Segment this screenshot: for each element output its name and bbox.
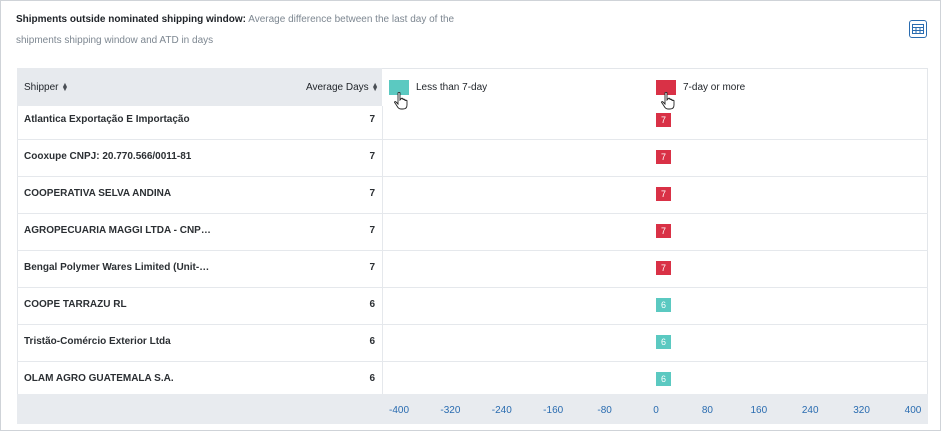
average-days-value: 6: [369, 336, 375, 347]
average-days-value: 7: [369, 151, 375, 162]
shipper-name: COOPE TARRAZU RL: [24, 299, 127, 310]
table-grid-icon: [912, 24, 924, 34]
shipper-column-label: Shipper: [24, 82, 59, 93]
chart-title-rest: Average difference between the last day …: [246, 14, 455, 25]
shipper-name: Cooxupe CNPJ: 20.770.566/0011-81: [24, 151, 192, 162]
chart-table: [17, 68, 928, 424]
average-days-value: 6: [369, 373, 375, 384]
legend-swatch-less-than-7: [389, 80, 409, 95]
x-tick-label: -400: [388, 405, 410, 416]
chart-bar[interactable]: 7: [656, 187, 671, 201]
shipper-name: AGROPECUARIA MAGGI LTDA - CNP…: [24, 225, 211, 236]
sort-icon[interactable]: ▲ ▼: [61, 82, 69, 93]
chart-title-bold: Shipments outside nominated shipping win…: [16, 14, 246, 25]
row-divider: [17, 361, 928, 362]
shipper-name: OLAM AGRO GUATEMALA S.A.: [24, 373, 174, 384]
legend-swatch-7-or-more: [656, 80, 676, 95]
legend-label-7-or-more: 7-day or more: [683, 82, 746, 93]
x-tick-label: -80: [597, 405, 612, 416]
column-divider: [382, 106, 383, 394]
row-divider: [17, 324, 928, 325]
x-tick-label: 240: [801, 405, 819, 416]
table-header: [17, 68, 382, 106]
x-tick-label: -320: [440, 405, 461, 416]
row-divider: [17, 250, 928, 251]
chart-bar[interactable]: 6: [656, 335, 671, 349]
chart-title: Shipments outside nominated shipping win…: [16, 14, 454, 26]
average-days-value: 7: [369, 262, 375, 273]
average-days-value: 7: [369, 188, 375, 199]
chart-subtitle: shipments shipping window and ATD in day…: [16, 35, 214, 46]
chart-bar[interactable]: 6: [656, 298, 671, 312]
row-divider: [17, 139, 928, 140]
shipper-name: Tristão-Comércio Exterior Ltda: [24, 336, 171, 347]
legend-label-less-than-7: Less than 7-day: [416, 82, 488, 93]
shipper-column-header[interactable]: Shipper ▲ ▼: [24, 82, 69, 94]
chart-bar[interactable]: 6: [656, 372, 671, 386]
shipper-name: Atlantica Exportação E Importação: [24, 114, 190, 125]
chart-bar[interactable]: 7: [656, 113, 671, 127]
legend-item-less-than-7[interactable]: Less than 7-day: [389, 80, 487, 95]
shipper-name: Bengal Polymer Wares Limited (Unit-…: [24, 262, 210, 273]
legend-item-7-or-more[interactable]: 7-day or more: [656, 80, 745, 95]
average-days-value: 7: [369, 225, 375, 236]
row-divider: [17, 287, 928, 288]
chart-bar[interactable]: 7: [656, 261, 671, 275]
shipper-name: COOPERATIVA SELVA ANDINA: [24, 188, 172, 199]
table-view-button[interactable]: [909, 20, 927, 38]
row-divider: [17, 176, 928, 177]
x-tick-label: 80: [701, 405, 713, 416]
x-tick-label: -240: [491, 405, 512, 416]
sort-icon[interactable]: ▲ ▼: [371, 82, 379, 93]
x-tick-label: 0: [653, 405, 659, 416]
x-tick-label: 400: [904, 405, 922, 416]
average-days-value: 7: [369, 114, 375, 125]
average-days-column-label: Average Days: [306, 82, 369, 93]
x-tick-label: 320: [853, 405, 870, 416]
average-days-value: 6: [369, 299, 375, 310]
x-tick-label: 160: [750, 405, 768, 416]
x-tick-label: -160: [543, 405, 564, 416]
chart-bar[interactable]: 7: [656, 150, 671, 164]
average-days-column-header[interactable]: Average Days ▲ ▼: [306, 82, 379, 94]
x-axis: [17, 394, 928, 424]
row-divider: [17, 213, 928, 214]
chart-bar[interactable]: 7: [656, 224, 671, 238]
